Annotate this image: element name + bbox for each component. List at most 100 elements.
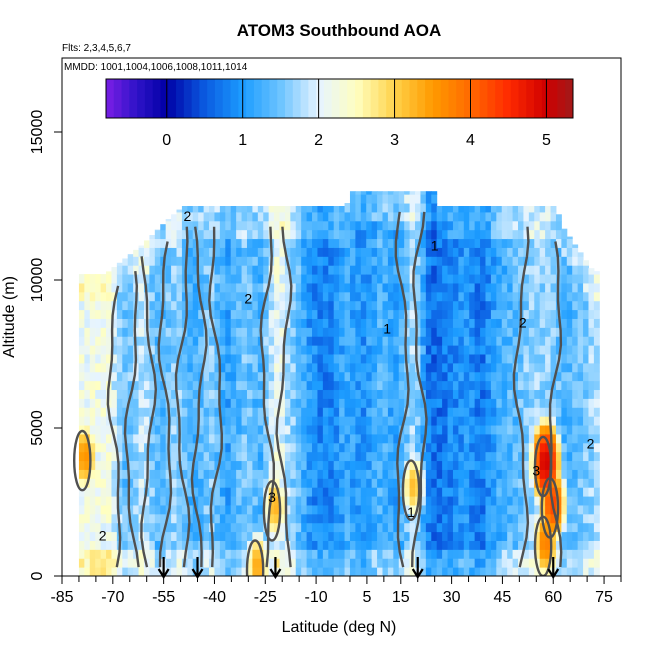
heatmap-cell xyxy=(274,327,280,337)
heatmap-cell xyxy=(550,416,557,426)
heatmap-cell xyxy=(198,416,205,426)
heatmap-cell xyxy=(246,558,253,568)
heatmap-cell xyxy=(588,558,595,568)
heatmap-cell xyxy=(501,282,508,293)
heatmap-cell xyxy=(431,425,438,435)
heatmap-cell xyxy=(154,416,161,426)
heatmap-cell xyxy=(143,240,150,248)
heatmap-cell xyxy=(393,211,400,222)
heatmap-cell xyxy=(431,247,438,257)
heatmap-cell xyxy=(78,282,85,293)
heatmap-cell xyxy=(355,247,362,257)
heatmap-cell xyxy=(176,220,183,231)
heatmap-cell xyxy=(349,567,356,576)
heatmap-cell xyxy=(415,345,421,355)
heatmap-cell xyxy=(149,460,156,470)
heatmap-cell xyxy=(95,433,102,444)
heatmap-cell xyxy=(409,256,416,266)
heatmap-cell xyxy=(561,442,568,453)
heatmap-cell xyxy=(474,362,481,373)
heatmap-cell xyxy=(149,496,156,506)
heatmap-cell xyxy=(322,206,329,213)
heatmap-cell xyxy=(420,513,427,524)
heatmap-cell xyxy=(317,549,324,559)
heatmap-cell xyxy=(328,496,335,506)
heatmap-cell xyxy=(203,416,210,426)
heatmap-cell xyxy=(561,327,568,337)
heatmap-cell xyxy=(252,549,259,559)
heatmap-cell xyxy=(561,345,568,355)
heatmap-cell xyxy=(507,478,514,488)
heatmap-cell xyxy=(545,442,552,453)
heatmap-cell xyxy=(312,265,318,275)
heatmap-cell xyxy=(333,460,340,470)
heatmap-cell xyxy=(572,354,579,364)
heatmap-cell xyxy=(458,487,465,497)
heatmap-cell xyxy=(317,389,324,399)
contour-label: 2 xyxy=(244,291,252,307)
heatmap-cell xyxy=(512,371,519,382)
heatmap-cell xyxy=(344,371,351,382)
heatmap-cell xyxy=(154,496,161,506)
heatmap-cell xyxy=(382,531,389,541)
heatmap-cell xyxy=(534,487,541,497)
heatmap-cell xyxy=(252,451,259,462)
heatmap-cell xyxy=(176,238,183,248)
heatmap-cell xyxy=(490,513,497,524)
heatmap-cell xyxy=(89,398,96,408)
heatmap-cell xyxy=(165,345,172,355)
heatmap-cell xyxy=(192,291,199,302)
heatmap-cell xyxy=(89,433,96,444)
heatmap-cell xyxy=(398,389,405,399)
heatmap-cell xyxy=(257,206,264,213)
heatmap-cell xyxy=(583,327,589,337)
heatmap-cell xyxy=(583,567,589,576)
heatmap-cell xyxy=(89,309,96,319)
heatmap-cell xyxy=(236,211,243,222)
heatmap-cell xyxy=(534,256,541,266)
heatmap-cell xyxy=(447,389,454,399)
heatmap-cell xyxy=(138,425,145,435)
heatmap-cell xyxy=(252,531,259,541)
heatmap-cell xyxy=(149,389,156,399)
heatmap-cell xyxy=(149,345,156,355)
heatmap-cell xyxy=(236,451,243,462)
heatmap-cell xyxy=(203,478,210,488)
heatmap-cell xyxy=(100,398,107,408)
heatmap-cell xyxy=(339,496,346,506)
heatmap-cell xyxy=(480,425,486,435)
heatmap-cell xyxy=(268,425,275,435)
heatmap-cell xyxy=(312,407,318,417)
heatmap-cell xyxy=(312,220,318,231)
heatmap-cell xyxy=(496,540,503,550)
heatmap-cell xyxy=(360,309,367,319)
heatmap-cell xyxy=(431,567,438,576)
heatmap-cell xyxy=(583,433,589,444)
heatmap-cell xyxy=(501,220,508,231)
contour-line xyxy=(208,226,224,568)
heatmap-cell xyxy=(84,398,91,408)
heatmap-cell xyxy=(203,371,210,382)
heatmap-cell xyxy=(138,416,145,426)
heatmap-cell xyxy=(442,469,449,479)
heatmap-cell xyxy=(577,513,584,524)
heatmap-cell xyxy=(214,206,221,213)
heatmap-cell xyxy=(236,220,243,231)
heatmap-cell xyxy=(545,504,552,515)
heatmap-cell xyxy=(431,531,438,541)
heatmap-cell xyxy=(187,425,194,435)
heatmap-cell xyxy=(154,433,161,444)
heatmap-cell xyxy=(165,522,172,533)
heatmap-cell xyxy=(490,549,497,559)
heatmap-cell xyxy=(447,206,454,213)
heatmap-cell xyxy=(436,451,443,462)
heatmap-cell xyxy=(214,451,221,462)
heatmap-cell xyxy=(349,318,356,328)
heatmap-cell xyxy=(507,220,514,231)
heatmap-cell xyxy=(241,407,248,417)
heatmap-cell xyxy=(322,487,329,497)
heatmap-cell xyxy=(284,416,291,426)
heatmap-cell xyxy=(328,238,335,248)
heatmap-cell xyxy=(268,389,275,399)
heatmap-cell xyxy=(442,371,449,382)
